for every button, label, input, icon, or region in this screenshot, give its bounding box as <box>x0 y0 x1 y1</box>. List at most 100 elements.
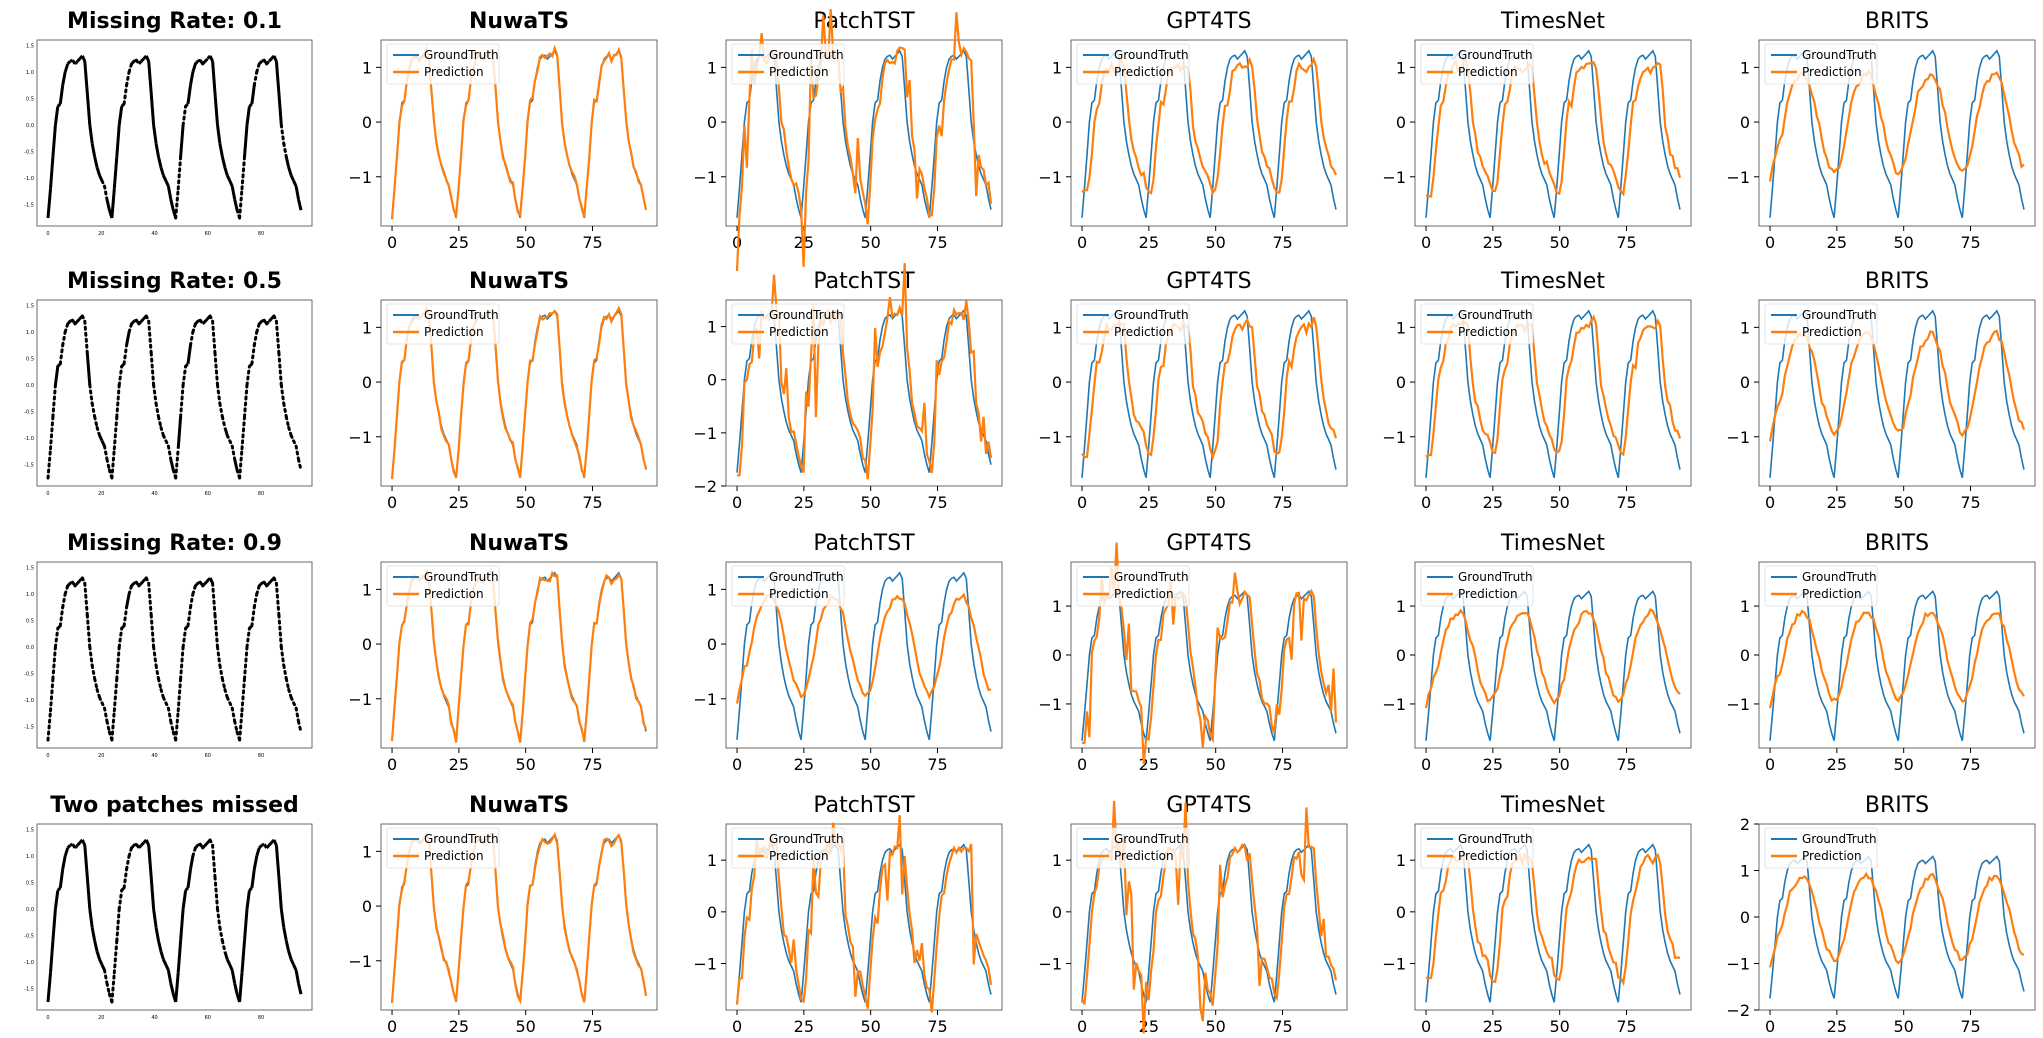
input-segment <box>53 106 60 126</box>
prediction-line <box>735 815 993 1013</box>
y-tick-label: 1 <box>707 580 717 599</box>
input-panel-frame <box>36 299 313 487</box>
input-segment <box>297 199 303 211</box>
input-segment <box>289 958 295 966</box>
legend-prediction-label: Prediction <box>1802 325 1862 339</box>
x-tick-label: 75 <box>1960 1017 1980 1036</box>
input-segment <box>250 343 256 366</box>
y-tick-label: 1 <box>1740 862 1750 881</box>
x-tick-label: 25 <box>1139 493 1159 512</box>
x-tick-label: 0 <box>732 493 742 512</box>
x-tick-label: 0 <box>732 1017 742 1036</box>
input-segment <box>174 187 180 220</box>
ground-truth-line <box>1081 590 1337 741</box>
panel-title: GPT4TS <box>1166 793 1251 818</box>
input-segment <box>230 185 237 200</box>
y-tick-label: 1 <box>1740 58 1750 77</box>
x-tick-label: 0 <box>732 233 742 252</box>
x-tick-label: 50 <box>1550 493 1570 512</box>
legend-ground-truth-label: GroundTruth <box>769 308 844 322</box>
x-tick-label: 75 <box>1272 755 1292 774</box>
legend: GroundTruth Prediction <box>1420 827 1534 869</box>
input-segment <box>71 318 77 326</box>
row-3: Missing Rate: 0.9 0 20 40 60 80 1.5 1.0 0.5 0.0 -0… <box>24 531 2036 774</box>
input-x-tick: 20 <box>98 491 104 497</box>
input-y-tick: 0.5 <box>26 96 34 102</box>
input-segment <box>46 188 52 219</box>
input-segment <box>154 143 160 158</box>
input-segment <box>46 709 52 742</box>
x-tick-label: 25 <box>794 755 814 774</box>
x-tick-label: 75 <box>927 493 947 512</box>
input-segment <box>181 104 188 127</box>
input-segment <box>110 971 116 1004</box>
input-segment <box>76 841 82 847</box>
panel-frame <box>725 561 1003 749</box>
input-segment <box>228 439 234 448</box>
panel-brits: BRITS −1 0 1 0 25 50 75 GroundTruth Prediction <box>1726 531 2036 774</box>
input-segment <box>230 969 237 984</box>
input-y-tick: -1.0 <box>24 698 34 704</box>
y-tick-label: 0 <box>1740 113 1750 132</box>
legend-ground-truth-label: GroundTruth <box>1458 48 1533 62</box>
panel-title: GPT4TS <box>1166 9 1251 34</box>
ground-truth-line <box>736 843 992 1003</box>
input-segment <box>103 444 109 461</box>
input-segment <box>122 83 129 106</box>
input-segment <box>218 402 224 419</box>
y-tick-label: −1 <box>693 168 717 187</box>
y-tick-label: 0 <box>1740 373 1750 392</box>
y-tick-label: −1 <box>693 690 717 709</box>
input-segment <box>272 314 278 323</box>
x-tick-label: 75 <box>927 755 947 774</box>
input-segment <box>110 447 116 480</box>
input-segment <box>49 156 55 189</box>
legend: GroundTruth Prediction <box>1420 43 1534 85</box>
y-tick-label: 1 <box>1740 597 1750 616</box>
input-segment <box>46 447 52 480</box>
input-segment <box>80 314 87 323</box>
prediction-line <box>1768 68 2025 182</box>
x-tick-label: 0 <box>1421 755 1431 774</box>
input-segment <box>66 844 72 849</box>
input-segment <box>49 677 55 713</box>
input-segment <box>88 645 94 668</box>
x-tick-label: 50 <box>1550 233 1570 252</box>
input-segment <box>238 187 244 220</box>
input-x-tick: 80 <box>258 491 264 497</box>
panel-frame <box>725 823 1003 1011</box>
y-tick-label: 0 <box>1396 373 1406 392</box>
input-segment <box>152 124 158 144</box>
input-segment <box>294 185 300 200</box>
input-segment <box>61 330 67 347</box>
x-tick-label: 0 <box>1077 755 1087 774</box>
x-tick-label: 75 <box>1960 755 1980 774</box>
legend: GroundTruth Prediction <box>1420 303 1534 345</box>
ground-truth-line <box>1769 309 2025 479</box>
ground-truth-line <box>1081 309 1337 479</box>
input-y-tick: -0.5 <box>24 934 34 940</box>
input-segment <box>265 59 271 66</box>
input-segment <box>140 841 145 847</box>
prediction-line <box>390 44 648 220</box>
input-segment <box>71 580 77 588</box>
input-segment <box>56 102 62 108</box>
legend-prediction-label: Prediction <box>424 65 484 79</box>
input-segment <box>83 845 89 878</box>
input-segment <box>53 626 60 649</box>
y-tick-label: −2 <box>1726 1001 1750 1020</box>
prediction-line <box>1768 329 2026 442</box>
legend-ground-truth-label: GroundTruth <box>1458 832 1533 846</box>
input-segment <box>292 439 298 448</box>
x-tick-label: 50 <box>516 493 536 512</box>
panel-nuwats: NuwaTS −1 0 1 0 25 50 75 GroundTruth Prediction <box>348 531 658 774</box>
input-segment <box>81 55 87 62</box>
legend-prediction-label: Prediction <box>769 587 829 601</box>
input-segment <box>88 383 94 406</box>
x-tick-label: 25 <box>1483 493 1503 512</box>
input-segment <box>208 55 214 62</box>
input-segment <box>189 330 195 347</box>
input-segment <box>93 415 99 429</box>
x-tick-label: 25 <box>449 1017 469 1036</box>
input-segment <box>166 444 173 461</box>
